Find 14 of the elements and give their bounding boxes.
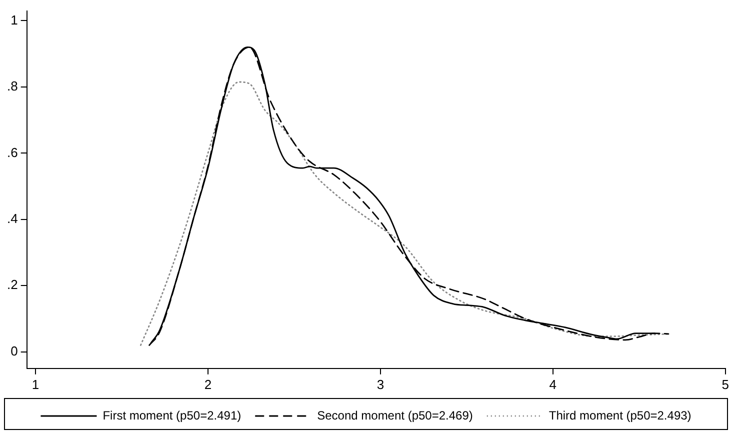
y-tick-label: .4 [7, 210, 18, 226]
legend-label: Second moment (p50=2.469) [317, 408, 473, 422]
x-tick-label: 2 [204, 376, 212, 392]
y-tick-label: .2 [7, 277, 18, 292]
y-tick-label: .8 [7, 78, 18, 94]
y-tick-label: .6 [7, 144, 18, 160]
y-tick-label: 1 [10, 12, 18, 28]
x-tick-label: 1 [32, 376, 40, 392]
x-tick-label: 3 [376, 376, 384, 392]
x-tick-label: 4 [549, 376, 557, 392]
legend-label: Third moment (p50=2.493) [548, 408, 692, 422]
legend-label: First moment (p50=2.491) [102, 408, 242, 422]
x-tick-label: 5 [722, 376, 729, 392]
y-tick-label: 0 [10, 343, 18, 358]
